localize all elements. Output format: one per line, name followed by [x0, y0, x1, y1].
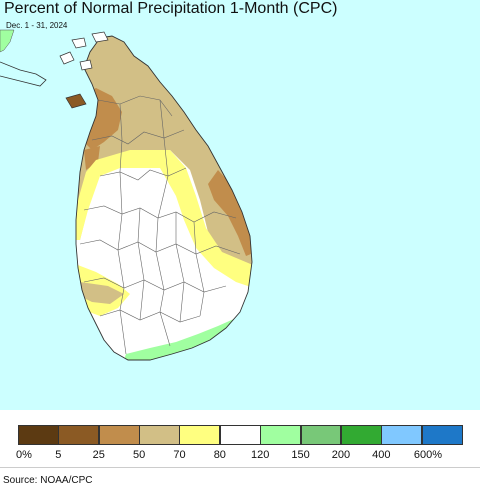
legend-tick-label: 25	[92, 449, 105, 461]
zone-70-80-band	[76, 150, 252, 290]
legend-swatch	[98, 425, 140, 445]
mannar-island	[65, 93, 87, 109]
precipitation-map	[0, 0, 480, 410]
legend-swatch	[381, 425, 423, 445]
legend-swatch	[18, 425, 59, 445]
legend-tick-label: 150	[291, 449, 310, 461]
sri-lanka-island	[75, 35, 253, 361]
legend-tick-label: 5	[55, 449, 62, 461]
legend-swatch	[219, 425, 261, 445]
india-coast	[0, 29, 15, 53]
ocean	[0, 0, 480, 410]
legend-swatch	[179, 425, 221, 445]
divider	[0, 467, 480, 468]
legend-tick-label: 70	[173, 449, 186, 461]
zone-50-70-southwest	[80, 282, 124, 304]
legend-tick-label: 50	[132, 449, 146, 461]
legend-swatch	[139, 425, 181, 445]
zone-25-50-west	[84, 146, 100, 170]
district-borders	[79, 95, 241, 355]
jaffna-islands	[59, 31, 109, 71]
source-credit: Source: NOAA/CPC	[3, 475, 93, 486]
map-date-range: Dec. 1 - 31, 2024	[6, 21, 68, 30]
color-legend	[18, 425, 463, 445]
legend-tick-label: 120	[250, 449, 270, 461]
map-title: Percent of Normal Precipitation 1-Month …	[4, 0, 338, 17]
zone-120-150-south	[122, 318, 240, 360]
legend-tick-label: 400	[372, 449, 391, 461]
zone-25-50-east	[208, 170, 252, 256]
india-coast-detail	[0, 61, 47, 87]
legend-swatch	[421, 425, 463, 445]
legend-swatch	[300, 425, 342, 445]
legend-tick-label: 600%	[413, 449, 443, 461]
legend-swatch	[58, 425, 100, 445]
legend-tick-label: 80	[213, 449, 226, 461]
legend-swatch	[260, 425, 302, 445]
island-outline	[75, 35, 253, 361]
legend-swatch	[340, 425, 382, 445]
legend-tick-label: 0%	[16, 449, 32, 461]
legend-tick-label: 200	[331, 449, 351, 461]
